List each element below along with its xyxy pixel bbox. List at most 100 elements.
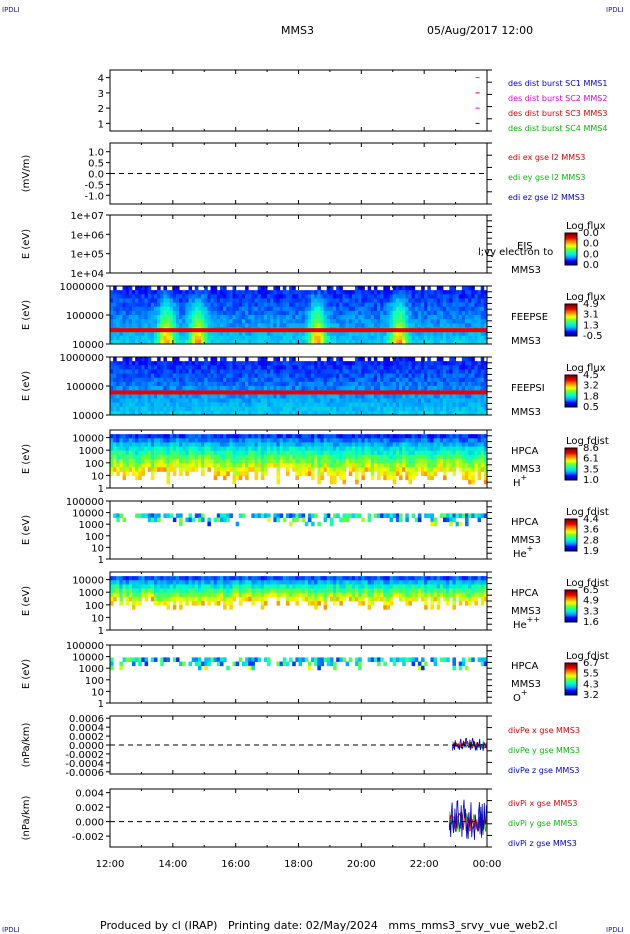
heatmap-cell	[424, 471, 428, 476]
heatmap-cell	[471, 381, 475, 387]
heatmap-cell	[474, 459, 478, 464]
heatmap-cell	[452, 319, 456, 324]
heatmap-cell	[317, 339, 321, 345]
heatmap-cell	[361, 310, 365, 316]
species-charge: +	[521, 473, 528, 482]
heatmap-cell	[279, 331, 284, 337]
heatmap-cell	[207, 434, 211, 439]
heatmap-cell	[223, 361, 227, 366]
heatmap-cell	[229, 298, 233, 303]
heatmap-cell	[307, 335, 312, 341]
heatmap-cell	[257, 434, 262, 439]
heatmap-cell	[131, 406, 136, 412]
heatmap-cell	[298, 373, 303, 379]
heatmap-cell	[194, 290, 199, 295]
heatmap-cell	[204, 446, 208, 452]
heatmap-cell	[185, 361, 189, 366]
heatmap-cell	[241, 463, 246, 468]
heatmap-cell	[166, 361, 171, 366]
heatmap-cell	[421, 315, 425, 320]
colorbar-step	[565, 461, 577, 464]
heatmap-cell	[465, 310, 469, 316]
heatmap-cell	[358, 402, 362, 408]
heatmap-cell	[411, 381, 416, 387]
heatmap-cell	[213, 373, 218, 379]
heatmap-cell	[248, 386, 252, 391]
heatmap-cell	[204, 398, 208, 403]
heatmap-cell	[289, 290, 293, 295]
heatmap-cell	[285, 467, 290, 472]
heatmap-cell	[301, 406, 306, 412]
heatmap-cell	[263, 286, 268, 291]
heatmap-cell	[417, 290, 422, 295]
heatmap-cell	[307, 459, 312, 464]
heatmap-cell	[351, 450, 356, 456]
heatmap-cell	[216, 315, 221, 320]
heatmap-cell	[295, 450, 299, 456]
colorbar-step	[565, 381, 577, 384]
heatmap-cell	[116, 302, 120, 308]
heatmap-cell	[411, 406, 416, 412]
heatmap-cell	[223, 450, 227, 456]
heatmap-cell	[138, 438, 142, 443]
heatmap-cell	[317, 290, 321, 295]
heatmap-cell	[153, 402, 158, 408]
heatmap-cell	[377, 471, 381, 476]
heatmap-cell	[289, 302, 293, 308]
heatmap-cell	[204, 442, 208, 447]
heatmap-cell	[223, 398, 227, 403]
heatmap-cell	[295, 373, 299, 379]
heatmap-cell	[389, 438, 394, 443]
heatmap-cell	[163, 323, 167, 328]
heatmap-cell	[185, 402, 189, 408]
heatmap-cell	[254, 335, 259, 341]
heatmap-cell	[279, 339, 284, 345]
heatmap-cell	[436, 402, 441, 408]
heatmap-cell	[342, 323, 347, 328]
heatmap-cell	[295, 290, 299, 295]
heatmap-cell	[433, 298, 438, 303]
heatmap-cell	[477, 306, 482, 312]
heatmap-cell	[226, 394, 230, 399]
heatmap-cell	[367, 450, 372, 456]
heatmap-cell	[125, 306, 130, 312]
heatmap-cell	[210, 454, 215, 460]
corner-label-top-left: IPDLI	[2, 6, 20, 14]
heatmap-cell	[307, 450, 312, 456]
heatmap-cell	[458, 450, 463, 456]
heatmap-cell	[380, 513, 384, 518]
heatmap-cell	[298, 398, 303, 403]
heatmap-cell	[175, 339, 180, 345]
colorbar-step	[565, 246, 577, 249]
heatmap-cell	[417, 302, 422, 308]
heatmap-cell	[408, 323, 412, 328]
heatmap-cell	[172, 454, 177, 460]
heatmap-cell	[468, 406, 472, 412]
heatmap-cell	[405, 467, 409, 472]
heatmap-cell	[285, 386, 290, 391]
heatmap-cell	[399, 302, 403, 308]
heatmap-cell	[361, 381, 365, 387]
heatmap-cell	[122, 331, 127, 337]
colorbar-step	[565, 312, 577, 314]
heatmap-cell	[282, 381, 287, 387]
heatmap-cell	[125, 310, 130, 316]
heatmap-cell	[194, 463, 199, 468]
heatmap-cell	[235, 290, 240, 295]
heatmap-cell	[389, 310, 394, 316]
heatmap-cell	[188, 513, 193, 518]
heatmap-cell	[304, 438, 309, 443]
heatmap-cell	[289, 365, 293, 370]
heatmap-cell	[336, 306, 340, 312]
heatmap-cell	[119, 438, 123, 443]
heatmap-cell	[160, 298, 164, 303]
heatmap-cell	[411, 402, 416, 408]
heatmap-cell	[399, 335, 403, 341]
heatmap-cell	[169, 331, 174, 337]
heatmap-cell	[113, 335, 117, 341]
heatmap-cell	[276, 467, 281, 472]
colorbar-step	[565, 396, 577, 399]
heatmap-cell	[408, 339, 412, 345]
heatmap-cell	[188, 463, 193, 468]
